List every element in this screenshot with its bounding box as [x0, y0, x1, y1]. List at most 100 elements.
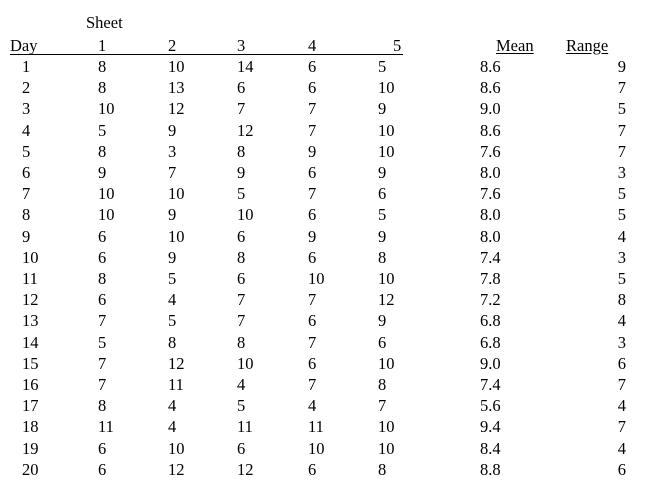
cell-sheet-1: 6	[98, 438, 107, 458]
header-sheet-5: 5	[393, 36, 402, 55]
cell-mean: 7.6	[480, 184, 501, 204]
cell-sheet-1: 6	[98, 247, 107, 267]
cell-sheet-4: 7	[308, 184, 317, 204]
cell-sheet-2: 4	[168, 290, 177, 310]
cell-sheet-5: 8	[378, 375, 387, 394]
cell-day: 14	[22, 332, 39, 352]
cell-sheet-1: 6	[98, 290, 107, 310]
cell-sheet-5: 8	[378, 247, 387, 267]
cell-mean: 9.0	[480, 353, 501, 373]
cell-day: 11	[22, 269, 38, 288]
cell-sheet-3: 6	[237, 226, 246, 246]
cell-sheet-1: 9	[98, 163, 107, 182]
cell-sheet-1: 10	[98, 184, 115, 204]
cell-range: 3	[617, 247, 626, 267]
cell-range: 5	[617, 99, 626, 119]
cell-sheet-5: 10	[378, 438, 395, 458]
cell-sheet-3: 8	[237, 141, 246, 161]
cell-mean: 8.8	[480, 459, 501, 479]
cell-sheet-2: 4	[168, 396, 177, 416]
header-sheet-4: 4	[308, 36, 317, 55]
cell-sheet-3: 6	[237, 269, 246, 288]
cell-mean: 6.8	[480, 311, 501, 331]
cell-sheet-2: 7	[168, 163, 177, 182]
cell-day: 6	[22, 163, 31, 182]
cell-sheet-1: 6	[98, 226, 107, 246]
cell-sheet-1: 5	[98, 120, 107, 140]
cell-sheet-4: 6	[308, 78, 317, 98]
cell-sheet-5: 10	[378, 78, 395, 98]
cell-range: 6	[617, 459, 626, 479]
cell-sheet-5: 9	[378, 311, 387, 331]
cell-range: 6	[617, 353, 626, 373]
cell-sheet-3: 5	[237, 396, 246, 416]
cell-sheet-5: 9	[378, 163, 387, 182]
cell-mean: 8.6	[480, 78, 501, 98]
cell-sheet-4: 6	[308, 57, 317, 76]
cell-mean: 7.4	[480, 247, 501, 267]
cell-day: 7	[22, 184, 31, 204]
cell-range: 7	[617, 141, 626, 161]
cell-sheet-5: 7	[378, 396, 387, 416]
cell-sheet-2: 3	[168, 141, 177, 161]
cell-mean: 8.4	[480, 438, 501, 458]
cell-sheet-3: 11	[237, 417, 253, 437]
cell-sheet-2: 9	[168, 120, 177, 140]
cell-range: 4	[617, 438, 626, 458]
header-sheet-1: 1	[98, 36, 107, 55]
cell-sheet-4: 10	[308, 438, 325, 458]
cell-sheet-2: 5	[168, 269, 177, 288]
cell-day: 20	[22, 459, 39, 479]
cell-sheet-4: 9	[308, 141, 317, 161]
cell-range: 9	[617, 57, 626, 76]
cell-sheet-1: 8	[98, 141, 107, 161]
cell-sheet-3: 6	[237, 438, 246, 458]
cell-sheet-5: 5	[378, 57, 387, 76]
cell-range: 4	[617, 311, 626, 331]
header-sheet-2: 2	[168, 36, 177, 55]
cell-sheet-3: 10	[237, 353, 254, 373]
cell-sheet-2: 8	[168, 332, 177, 352]
header-day: Day	[10, 36, 38, 55]
cell-mean: 7.4	[480, 375, 501, 394]
cell-day: 17	[22, 396, 39, 416]
cell-sheet-4: 10	[308, 269, 325, 288]
cell-day: 18	[22, 417, 39, 437]
cell-sheet-5: 10	[378, 120, 395, 140]
cell-mean: 6.8	[480, 332, 501, 352]
cell-sheet-3: 7	[237, 99, 246, 119]
cell-sheet-3: 5	[237, 184, 246, 204]
cell-mean: 8.6	[480, 120, 501, 140]
cell-sheet-5: 10	[378, 417, 395, 437]
cell-sheet-3: 10	[237, 205, 254, 225]
header-range: Range	[566, 36, 609, 55]
cell-range: 5	[617, 184, 626, 204]
cell-mean: 7.2	[480, 290, 501, 310]
cell-sheet-3: 9	[237, 163, 246, 182]
cell-sheet-5: 10	[378, 141, 395, 161]
cell-mean: 7.6	[480, 141, 501, 161]
cell-sheet-4: 6	[308, 311, 317, 331]
cell-mean: 9.0	[480, 99, 501, 119]
cell-sheet-4: 6	[308, 459, 317, 479]
cell-mean: 8.0	[480, 163, 501, 182]
cell-sheet-4: 11	[308, 417, 324, 437]
cell-sheet-4: 7	[308, 375, 317, 394]
cell-sheet-1: 8	[98, 78, 107, 98]
cell-range: 5	[617, 205, 626, 225]
cell-mean: 5.6	[480, 396, 501, 416]
cell-sheet-5: 9	[378, 99, 387, 119]
cell-sheet-1: 8	[98, 269, 107, 288]
cell-sheet-4: 6	[308, 353, 317, 373]
cell-sheet-5: 10	[378, 269, 395, 288]
cell-sheet-4: 7	[308, 99, 317, 119]
cell-sheet-1: 7	[98, 311, 107, 331]
cell-sheet-2: 10	[168, 438, 185, 458]
cell-sheet-2: 13	[168, 78, 185, 98]
cell-day: 13	[22, 311, 39, 331]
cell-sheet-1: 11	[98, 417, 114, 437]
header-sheet-3: 3	[237, 36, 246, 55]
cell-sheet-4: 7	[308, 332, 317, 352]
cell-sheet-2: 9	[168, 247, 177, 267]
